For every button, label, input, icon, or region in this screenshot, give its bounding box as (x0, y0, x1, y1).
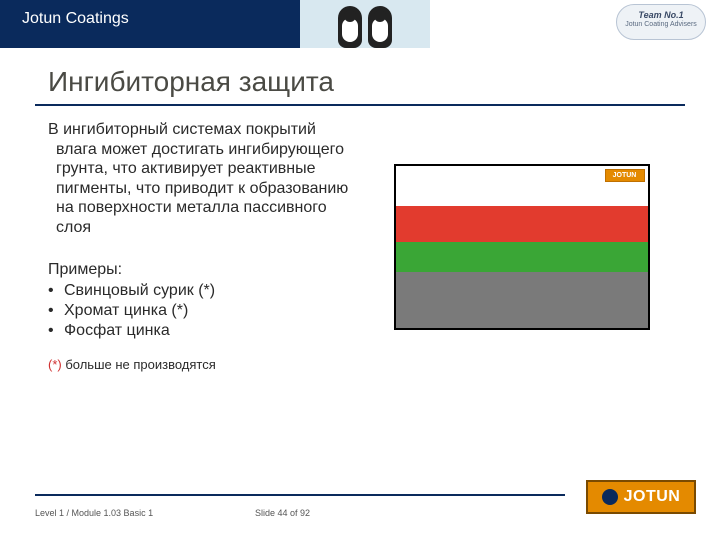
footnote: (*) больше не производятся (48, 357, 358, 372)
footnote-text: больше не производятся (62, 357, 216, 372)
brand-label: Jotun Coatings (0, 0, 300, 48)
text-column: В ингибиторный системах покрытий влага м… (48, 120, 358, 372)
penguin-icon (368, 6, 392, 48)
list-item: Свинцовый сурик (*) (48, 281, 358, 301)
layer-diagram: JOTUN (394, 164, 650, 330)
team-badge-title: Team No.1 (617, 11, 705, 21)
jotun-mini-logo: JOTUN (605, 169, 645, 182)
layer-substrate (396, 272, 648, 328)
layer-inhibitor (396, 242, 648, 272)
main-paragraph: В ингибиторный системах покрытий влага м… (48, 120, 358, 237)
examples-heading: Примеры: (48, 261, 358, 279)
footer-rule (35, 494, 565, 496)
page-title: Ингибиторная защита (48, 66, 720, 98)
layer-primer (396, 206, 648, 242)
penguin-icon (338, 6, 362, 48)
content-area: В ингибиторный системах покрытий влага м… (0, 120, 720, 372)
list-item: Хромат цинка (*) (48, 301, 358, 321)
team-badge-subtitle: Jotun Coating Advisers (617, 21, 705, 29)
list-item: Фосфат цинка (48, 321, 358, 341)
logo-dot-icon (602, 489, 618, 505)
footer-module: Level 1 / Module 1.03 Basic 1 (35, 508, 153, 518)
jotun-logo: JOTUN (586, 480, 696, 514)
examples-list: Свинцовый сурик (*) Хромат цинка (*) Фос… (48, 281, 358, 341)
header-bar: Jotun Coatings Team No.1 Jotun Coating A… (0, 0, 720, 48)
team-badge: Team No.1 Jotun Coating Advisers (616, 4, 706, 40)
footnote-asterisk: (*) (48, 357, 62, 372)
title-rule (35, 104, 685, 106)
figure-column: JOTUN (358, 120, 685, 372)
footer-slide: Slide 44 of 92 (255, 508, 310, 518)
header-banner-image (300, 0, 430, 48)
logo-text: JOTUN (624, 488, 681, 506)
